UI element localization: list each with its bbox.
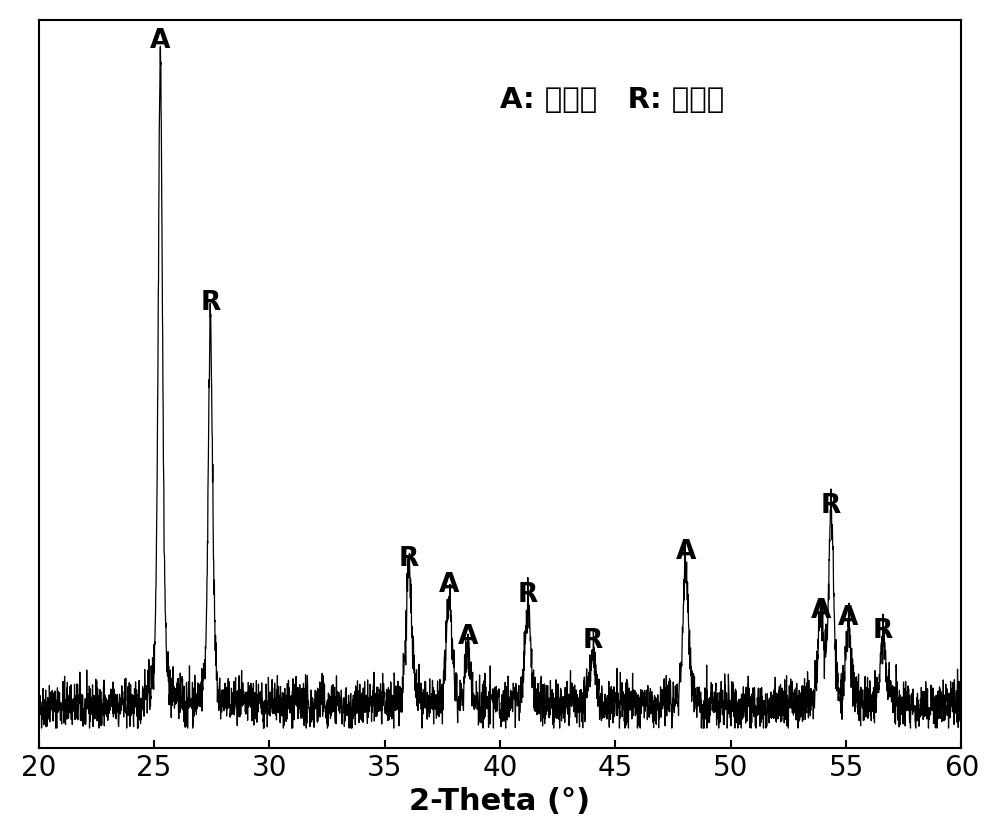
- Text: R: R: [821, 492, 841, 518]
- Text: R: R: [399, 545, 419, 571]
- Text: R: R: [200, 289, 221, 315]
- Text: R: R: [873, 617, 893, 643]
- Text: A: A: [811, 598, 831, 624]
- Text: A: A: [439, 571, 459, 597]
- Text: A: A: [150, 28, 171, 54]
- Text: A: A: [676, 538, 696, 564]
- Text: A: 锐钓矿   R: 金红石: A: 锐钓矿 R: 金红石: [500, 86, 724, 115]
- Text: R: R: [582, 627, 602, 653]
- Text: R: R: [518, 581, 538, 607]
- X-axis label: 2-Theta (°): 2-Theta (°): [409, 786, 591, 815]
- Text: A: A: [838, 604, 859, 630]
- Text: A: A: [458, 624, 478, 650]
